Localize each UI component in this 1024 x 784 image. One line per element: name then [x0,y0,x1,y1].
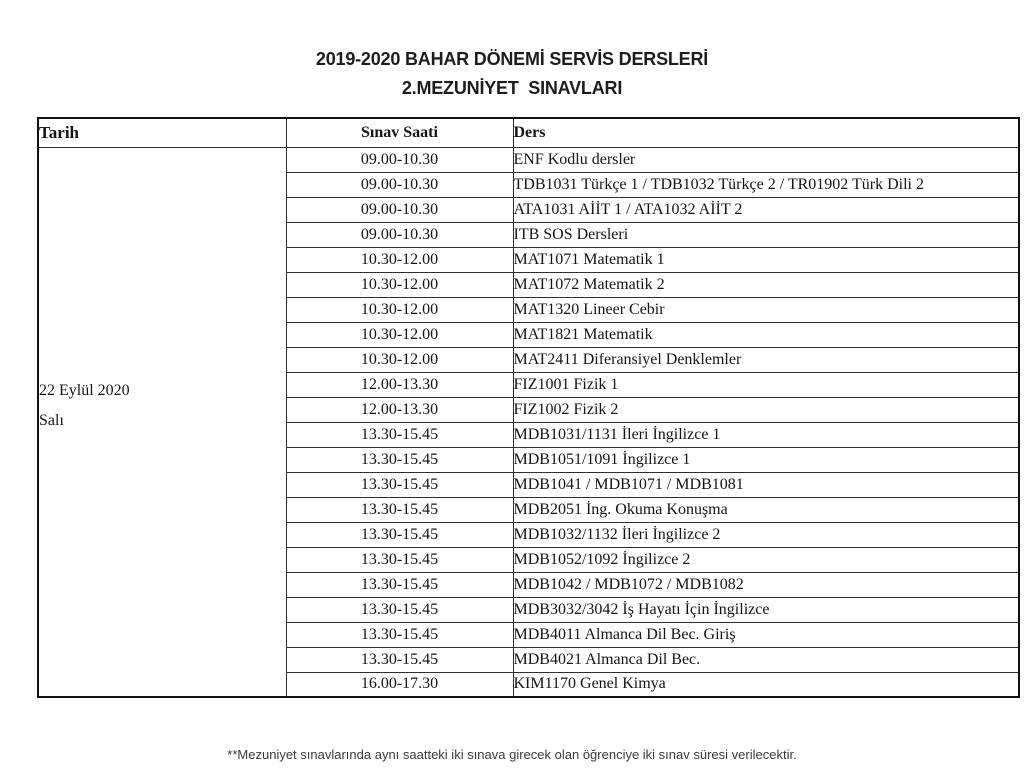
exam-course: MDB2051 İng. Okuma Konuşma [512,496,1020,523]
schedule-row: 16.00-17.30 KIM1170 Genel Kimya [38,671,1020,698]
exam-time: 13.30-15.45 [285,546,514,573]
exam-course: MAT1071 Matematik 1 [512,246,1020,273]
exam-time: 13.30-15.45 [285,621,514,648]
footnote-text: **Mezuniyet sınavlarında aynı saatteki i… [227,747,797,762]
exam-time: 13.30-15.45 [285,646,514,673]
exam-course: MDB1042 / MDB1072 / MDB1082 [512,571,1020,598]
exam-time: 13.30-15.45 [285,421,514,448]
exam-course: MAT1072 Matematik 2 [512,271,1020,298]
schedule-row: 13.30-15.45 MDB4021 Almanca Dil Bec. [38,646,1020,673]
exam-time: 09.00-10.30 [285,221,514,248]
exam-time: 10.30-12.00 [285,321,514,348]
exam-course: ATA1031 AİİT 1 / ATA1032 AİİT 2 [512,196,1020,223]
exam-time: 13.30-15.45 [285,521,514,548]
exam-course: ITB SOS Dersleri [512,221,1020,248]
schedule-row: 10.30-12.00 MAT1071 Matematik 1 [38,246,1020,273]
table-header-row: Tarih Sınav Saati Ders [37,117,1020,148]
schedule-row: 13.30-15.45 MDB1052/1092 İngilizce 2 [38,546,1020,573]
exam-course: FIZ1001 Fizik 1 [512,371,1020,398]
schedule-row: 10.30-12.00 MAT2411 Diferansiyel Denkleml… [38,346,1020,373]
exam-course: TDB1031 Türkçe 1 / TDB1032 Türkçe 2 / TR… [512,171,1020,198]
column-header-ders: Ders [512,117,1020,148]
exam-time: 13.30-15.45 [285,496,514,523]
title-line-1: 2019-2020 BAHAR DÖNEMİ SERVİS DERSLERİ [315,49,709,69]
exam-course: FIZ1002 Fizik 2 [512,396,1020,423]
exam-course: MDB4021 Almanca Dil Bec. [512,646,1020,673]
exam-course: MAT1320 Lineer Cebir [512,296,1020,323]
exam-course: MDB1052/1092 İngilizce 2 [512,546,1020,573]
column-header-tarih: Tarih [37,117,287,148]
exam-time: 13.30-15.45 [285,446,514,473]
exam-time: 10.30-12.00 [285,346,514,373]
exam-course: MDB1051/1091 İngilizce 1 [512,446,1020,473]
exam-course: MDB1041 / MDB1071 / MDB1081 [512,471,1020,498]
exam-course: MDB1032/1132 İleri İngilizce 2 [512,521,1020,548]
exam-time: 10.30-12.00 [285,246,514,273]
exam-time: 10.30-12.00 [285,271,514,298]
schedule-row: 09.00-10.30 TDB1031 Türkçe 1 / TDB1032 Tü… [38,171,1020,198]
exam-time: 12.00-13.30 [285,371,514,398]
exam-time: 16.00-17.30 [285,671,514,698]
schedule-row: 13.30-15.45 MDB1051/1091 İngilizce 1 [38,446,1020,473]
schedule-row: 12.00-13.30 FIZ1002 Fizik 2 [38,396,1020,423]
exam-date: 22 Eylül 2020 [39,381,130,399]
exam-course: KIM1170 Genel Kimya [512,671,1020,698]
exam-time: 13.30-15.45 [285,571,514,598]
column-header-sinav-saati: Sınav Saati [285,117,514,148]
document-title: 2019-2020 BAHAR DÖNEMİ SERVİS DERSLERİ 2… [0,50,1024,98]
exam-time: 13.30-15.45 [285,471,514,498]
exam-time: 09.00-10.30 [285,171,514,198]
schedule-row: 10.30-12.00 MAT1320 Lineer Cebir [38,296,1020,323]
schedule-row: 10.30-12.00 MAT1072 Matematik 2 [38,271,1020,298]
exam-schedule-table: Tarih Sınav Saati Ders 22 Eylül 2020 Salı… [37,117,1020,698]
exam-time: 09.00-10.30 [285,146,514,173]
exam-time: 12.00-13.30 [285,396,514,423]
exam-time: 13.30-15.45 [285,596,514,623]
date-block: 22 Eylül 2020 Salı [39,381,285,429]
date-cell: 22 Eylül 2020 Salı [37,146,287,698]
schedule-row: 09.00-10.30 ATA1031 AİİT 1 / ATA1032 AİİT… [38,196,1020,223]
exam-course: MDB1031/1131 İleri İngilizce 1 [512,421,1020,448]
exam-course: MAT2411 Diferansiyel Denklemler [512,346,1020,373]
exam-course: MDB4011 Almanca Dil Bec. Giriş [512,621,1020,648]
exam-time: 09.00-10.30 [285,196,514,223]
exam-day: Salı [39,411,64,429]
schedule-row: 13.30-15.45 MDB1032/1132 İleri İngilizce … [38,521,1020,548]
exam-course: MDB3032/3042 İş Hayatı İçin İngilizce [512,596,1020,623]
schedule-row: 13.30-15.45 MDB2051 İng. Okuma Konuşma [38,496,1020,523]
exam-course: MAT1821 Matematik [512,321,1020,348]
schedule-row: 22 Eylül 2020 Salı 09.00-10.30 ENF Kodlu de… [37,146,1020,698]
exam-course: ENF Kodlu dersler [512,146,1020,173]
exam-time: 10.30-12.00 [285,296,514,323]
schedule-row: 13.30-15.45 MDB1041 / MDB1071 / MDB1081 [38,471,1020,498]
schedule-row: 09.00-10.30 ITB SOS Dersleri [38,221,1020,248]
schedule-row: 10.30-12.00 MAT1821 Matematik [38,321,1020,348]
title-line-2: 2.MEZUNİYET SINAVLARI [401,78,623,98]
